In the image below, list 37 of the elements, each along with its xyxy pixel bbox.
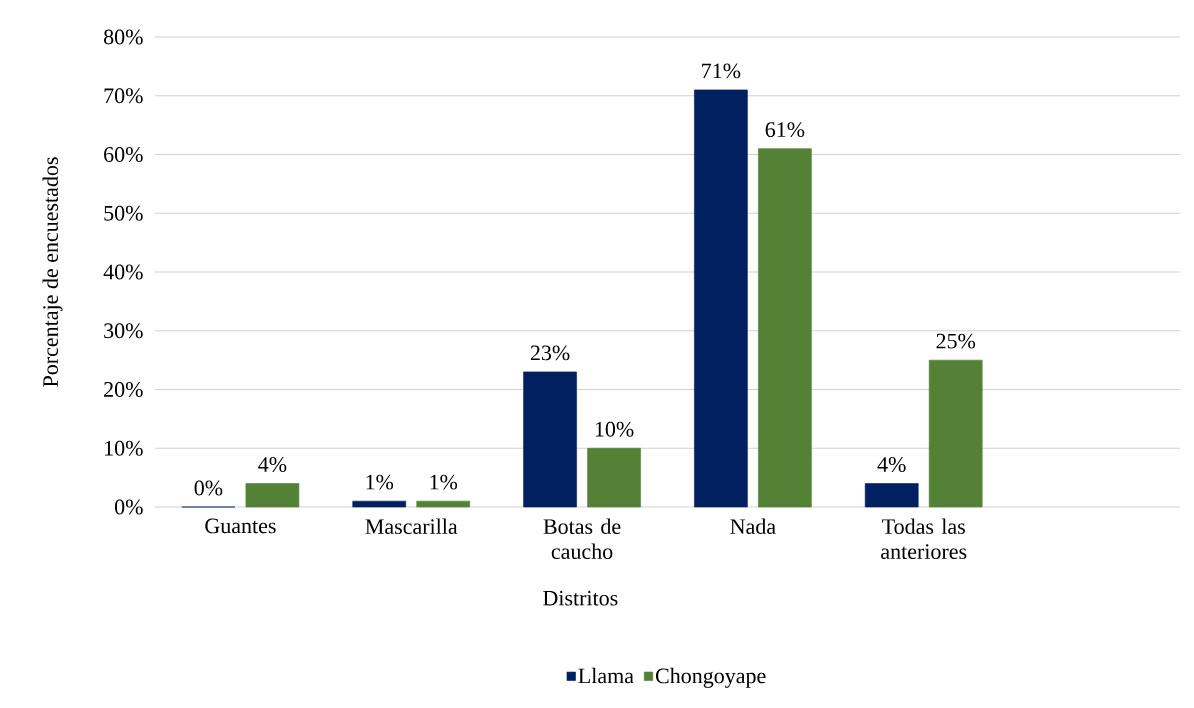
- x-tick-label: Botas de caucho: [543, 518, 621, 560]
- bar: [352, 500, 407, 508]
- data-label: 10%: [595, 421, 634, 437]
- data-label: 1%: [430, 474, 458, 490]
- y-tick-label: 30%: [104, 323, 143, 339]
- y-tick-label: 50%: [104, 205, 143, 221]
- data-label: 23%: [530, 345, 570, 361]
- data-label: 1%: [366, 474, 394, 490]
- data-label: 61%: [765, 122, 805, 138]
- bar: [416, 500, 471, 508]
- legend-label: Chongoyape: [655, 667, 766, 688]
- bar: [758, 148, 812, 508]
- y-axis-title: Porcentaje de encuestados: [42, 157, 63, 387]
- y-tick-label: 70%: [104, 88, 143, 104]
- bar: [523, 371, 577, 508]
- x-tick-label: Nada: [730, 518, 776, 535]
- legend-label: Llama: [578, 667, 634, 684]
- y-tick-label: 60%: [104, 147, 143, 162]
- y-tick-label: 20%: [104, 382, 143, 397]
- bar: [587, 447, 641, 508]
- y-tick-label: 0%: [114, 499, 143, 515]
- bar: [694, 89, 748, 508]
- bar: [245, 483, 300, 508]
- data-label: 25%: [936, 333, 976, 349]
- y-tick-label: 10%: [105, 440, 143, 456]
- data-label: 0%: [194, 480, 223, 496]
- x-tick-label: Guantes: [205, 518, 276, 534]
- bar: [928, 359, 983, 508]
- bar: [864, 483, 919, 508]
- data-label: 4%: [877, 457, 906, 472]
- x-tick-label: Todas las anteriores: [881, 518, 967, 560]
- x-axis-title: Distritos: [543, 590, 618, 606]
- data-label: 71%: [702, 63, 741, 79]
- x-tick-label: Mascarilla: [365, 518, 458, 535]
- y-tick-label: 80%: [103, 29, 143, 45]
- data-label: 4%: [258, 457, 287, 472]
- y-tick-label: 40%: [103, 264, 143, 280]
